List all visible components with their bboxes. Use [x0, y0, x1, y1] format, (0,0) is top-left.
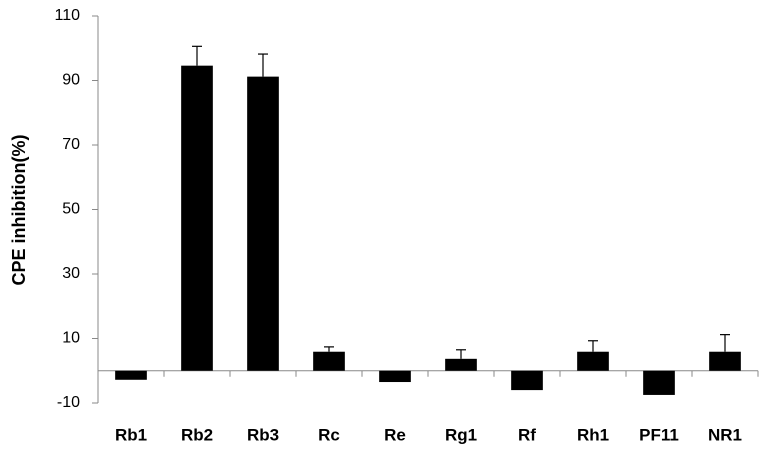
bar	[115, 370, 147, 380]
bar	[709, 351, 741, 371]
x-tick-label: Rc	[318, 425, 340, 444]
bar	[181, 65, 213, 371]
x-tick-label: Rg1	[445, 425, 477, 444]
x-tick-label: Rb3	[247, 425, 279, 444]
bar	[247, 76, 279, 371]
y-tick-label: 70	[62, 136, 80, 153]
x-tick-label: Re	[384, 425, 406, 444]
y-tick-label: -10	[57, 394, 80, 411]
bar	[577, 351, 609, 371]
x-tick-label: NR1	[708, 425, 742, 444]
x-tick-label: Rb1	[115, 425, 147, 444]
x-tick-label: Rb2	[181, 425, 213, 444]
y-tick-label: 50	[62, 201, 80, 218]
bar	[313, 351, 345, 371]
bar	[379, 370, 411, 383]
y-tick-label: 90	[62, 72, 80, 89]
x-tick-label: Rf	[518, 425, 536, 444]
y-tick-label: 110	[54, 7, 80, 24]
y-tick-label: 10	[62, 330, 80, 347]
bar	[511, 370, 543, 391]
x-tick-label: PF11	[639, 425, 679, 444]
x-tick-label: Rh1	[577, 425, 609, 444]
y-tick-label: 30	[62, 265, 80, 282]
bar	[643, 370, 675, 395]
bar	[445, 358, 477, 371]
y-axis-label: CPE inhibition(%)	[9, 135, 29, 286]
